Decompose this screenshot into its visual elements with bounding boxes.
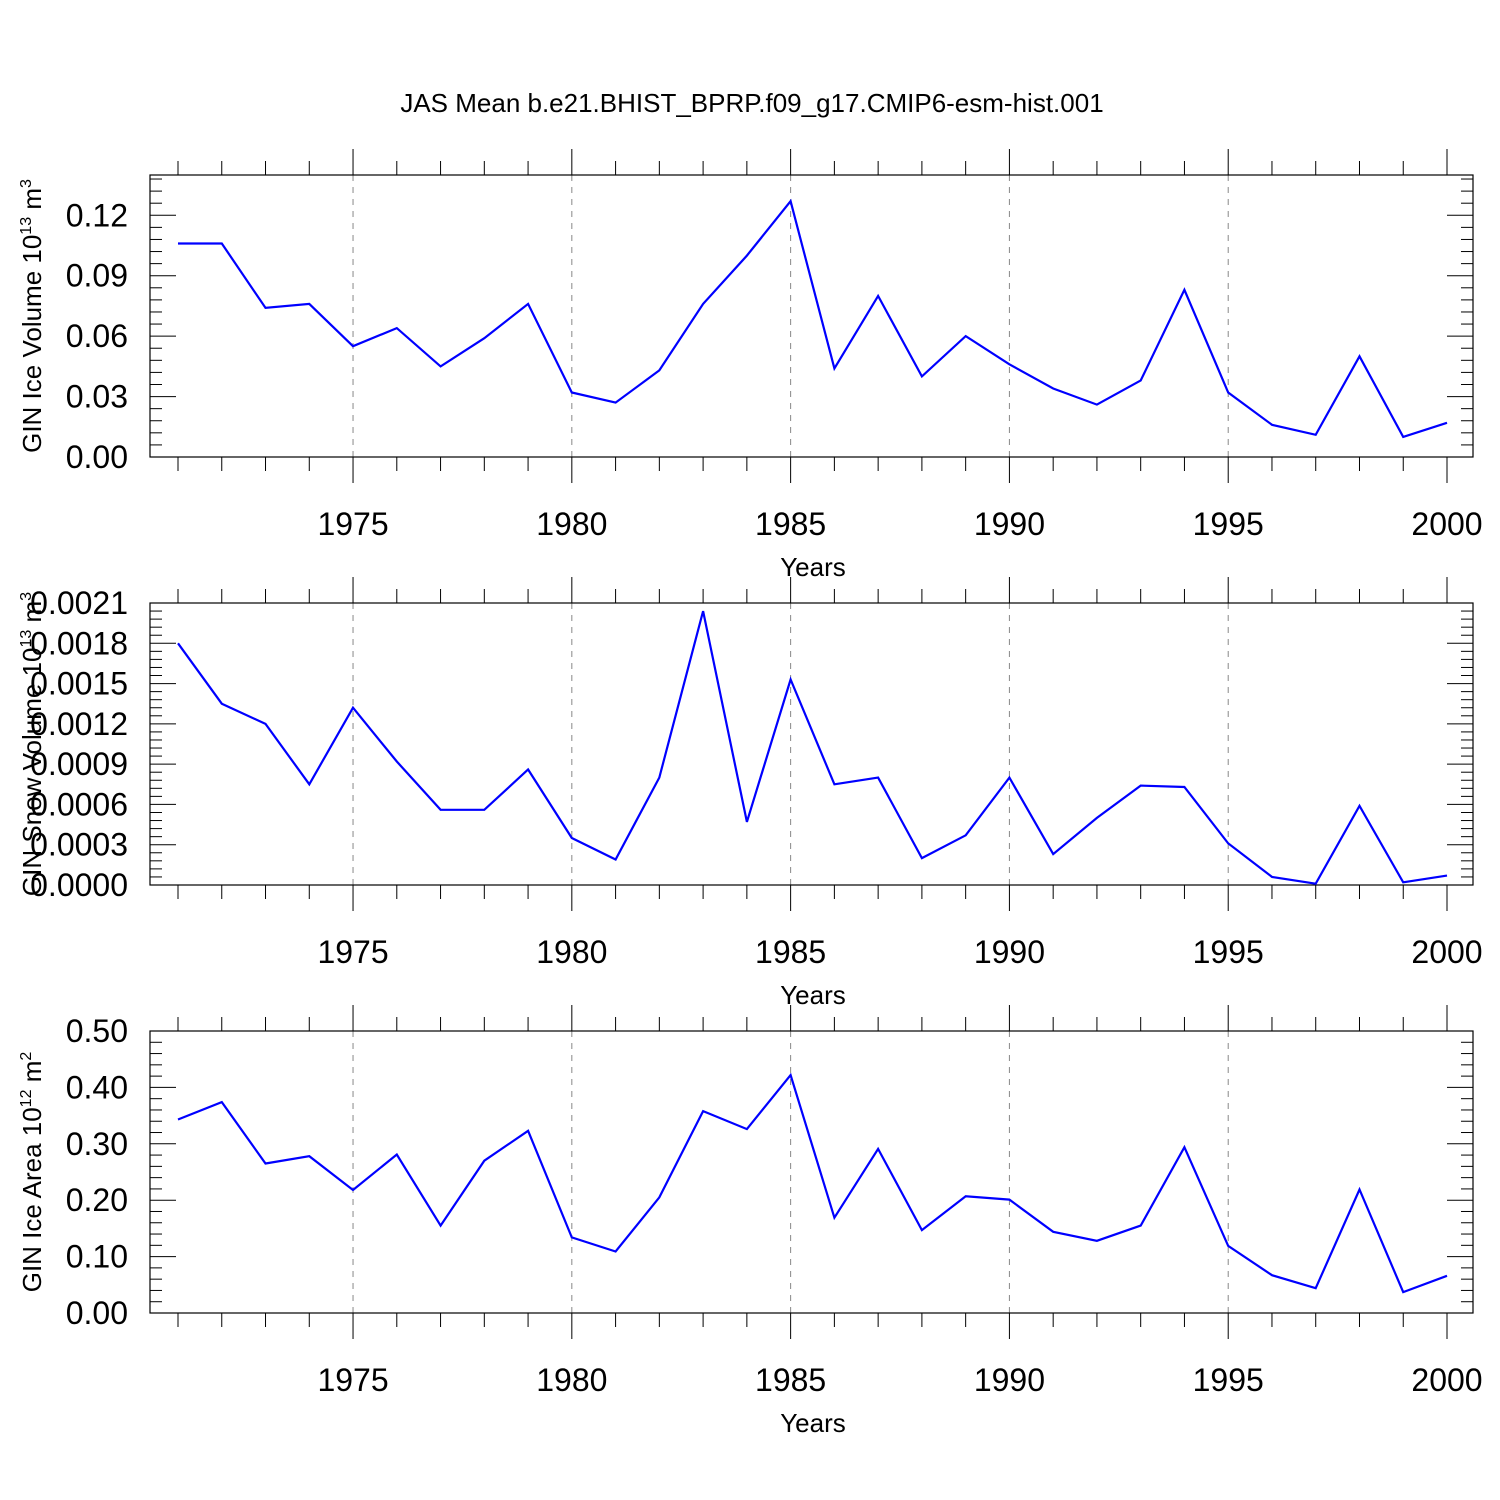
y-tick-label-0.0003: 0.0003 (30, 827, 128, 863)
y-axis-label: GIN Snow Volume 1013 m3 (17, 592, 47, 896)
x-axis-label: Years (780, 552, 846, 582)
x-tick-label-1985: 1985 (755, 1362, 826, 1398)
y-tick-label-0.00: 0.00 (66, 1295, 128, 1331)
y-tick-label-0.0012: 0.0012 (30, 706, 128, 742)
y-tick-label-0.0015: 0.0015 (30, 666, 128, 702)
y-tick-label-0.12: 0.12 (66, 197, 128, 233)
chart-panel-3: 1975 1980 1985 1990 1995 2000 Years 0.00 0.10 0.2… (17, 1005, 1483, 1438)
x-tick-label-2000: 2000 (1411, 506, 1482, 542)
y-tick-label-0.00: 0.00 (66, 439, 128, 475)
chart-panel-1: 1975 1980 1985 1990 1995 2000 Years 0.00 0.03 0.0… (17, 149, 1483, 582)
y-tick-label-0.0009: 0.0009 (30, 746, 128, 782)
y-tick-label-0.50: 0.50 (66, 1013, 128, 1049)
x-tick-label-1990: 1990 (974, 506, 1045, 542)
series-line-1 (178, 198, 1448, 439)
x-tick-label-1980: 1980 (536, 934, 607, 970)
x-tick-label-1995: 1995 (1193, 1362, 1264, 1398)
y-axis-label: GIN Ice Area 1012 m2 (17, 1052, 47, 1293)
y-tick-label-0.0006: 0.0006 (30, 786, 128, 822)
x-tick-label-1975: 1975 (317, 934, 388, 970)
y-tick-label-0.10: 0.10 (66, 1239, 128, 1275)
series-line-1 (177, 610, 1448, 885)
y-tick-label-0.20: 0.20 (66, 1182, 128, 1218)
x-tick-label-2000: 2000 (1411, 1362, 1482, 1398)
x-axis-label: Years (780, 980, 846, 1010)
chart-panel-2: 1975 1980 1985 1990 1995 2000 Years 0.0000 0.000… (17, 577, 1483, 1010)
plot-frame (149, 602, 1474, 886)
y-tick-label-0.0000: 0.0000 (30, 867, 128, 903)
x-tick-label-1975: 1975 (317, 506, 388, 542)
x-tick-label-1990: 1990 (974, 934, 1045, 970)
y-tick-label-0.40: 0.40 (66, 1069, 128, 1105)
series-line-1 (177, 1072, 1448, 1294)
x-tick-label-1990: 1990 (974, 1362, 1045, 1398)
y-tick-label-0.30: 0.30 (66, 1126, 128, 1162)
x-tick-label-1985: 1985 (755, 934, 826, 970)
figure-title: JAS Mean b.e21.BHIST_BPRP.f09_g17.CMIP6-… (400, 88, 1103, 118)
x-tick-label-1975: 1975 (317, 1362, 388, 1398)
x-axis-label: Years (780, 1408, 846, 1438)
x-tick-label-2000: 2000 (1411, 934, 1482, 970)
y-tick-label-0.09: 0.09 (66, 258, 128, 294)
y-tick-label-0.0018: 0.0018 (30, 625, 128, 661)
plot-frame (149, 174, 1474, 458)
y-tick-label-0.0021: 0.0021 (30, 585, 128, 621)
y-tick-label-0.06: 0.06 (66, 318, 128, 354)
x-tick-label-1980: 1980 (536, 1362, 607, 1398)
y-axis-label: GIN Ice Volume 1013 m3 (17, 179, 47, 453)
x-tick-label-1985: 1985 (755, 506, 826, 542)
y-tick-label-0.03: 0.03 (66, 379, 128, 415)
plot-frame (149, 1030, 1474, 1314)
x-tick-label-1995: 1995 (1193, 934, 1264, 970)
x-tick-label-1995: 1995 (1193, 506, 1264, 542)
x-tick-label-1980: 1980 (536, 506, 607, 542)
